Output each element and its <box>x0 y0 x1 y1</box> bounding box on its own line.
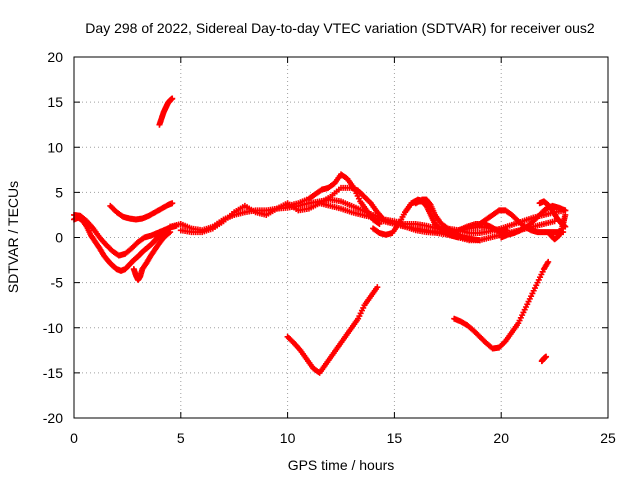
y-tick-label: -20 <box>43 410 63 426</box>
x-tick-label: 25 <box>600 430 616 446</box>
series-arc-1 <box>71 211 180 259</box>
series-arc-3 <box>130 229 174 283</box>
y-tick-label: 0 <box>55 230 63 246</box>
data-point <box>169 95 176 102</box>
y-tick-label: -15 <box>43 365 63 381</box>
series-arc-18 <box>284 284 381 376</box>
y-axis-label: SDTVAR / TECUs <box>5 181 21 293</box>
series-arc-19 <box>451 258 552 352</box>
data-point <box>167 229 174 236</box>
data-point <box>169 200 176 207</box>
x-axis-label: GPS time / hours <box>288 457 395 473</box>
series-arc-4 <box>107 200 176 223</box>
chart-title: Day 298 of 2022, Sidereal Day-to-day VTE… <box>85 20 595 36</box>
y-tick-label: 10 <box>47 139 63 155</box>
y-tick-label: 20 <box>47 49 63 65</box>
series-arc-17 <box>547 211 569 243</box>
y-tick-label: -5 <box>51 275 64 291</box>
series-arc-16 <box>536 198 569 230</box>
series-arc-5 <box>156 95 176 128</box>
data-points <box>71 95 569 376</box>
series-arc-15 <box>498 202 569 241</box>
x-tick-label: 5 <box>177 430 185 446</box>
series-arc-12 <box>412 196 483 244</box>
x-tick-label: 0 <box>70 430 78 446</box>
data-point <box>376 220 383 227</box>
data-point <box>562 211 569 218</box>
tick-labels: 0 5 10 15 20 25 -20 -15 -10 -5 0 5 10 15 20 <box>43 49 616 446</box>
x-tick-label: 20 <box>493 430 509 446</box>
x-tick-label: 10 <box>280 430 296 446</box>
plot-frame <box>73 56 609 419</box>
data-point-trace <box>426 200 433 207</box>
y-tick-label: -10 <box>43 320 63 336</box>
data-point <box>543 353 550 360</box>
data-point <box>545 258 552 265</box>
data-point <box>374 284 381 291</box>
y-tick-label: 15 <box>47 94 63 110</box>
series-arc-8 <box>284 171 383 227</box>
series-arc-20 <box>538 353 550 365</box>
grid-lines <box>74 57 608 418</box>
y-tick-label: 5 <box>55 184 63 200</box>
data-point <box>476 237 483 244</box>
x-tick-label: 15 <box>387 430 403 446</box>
